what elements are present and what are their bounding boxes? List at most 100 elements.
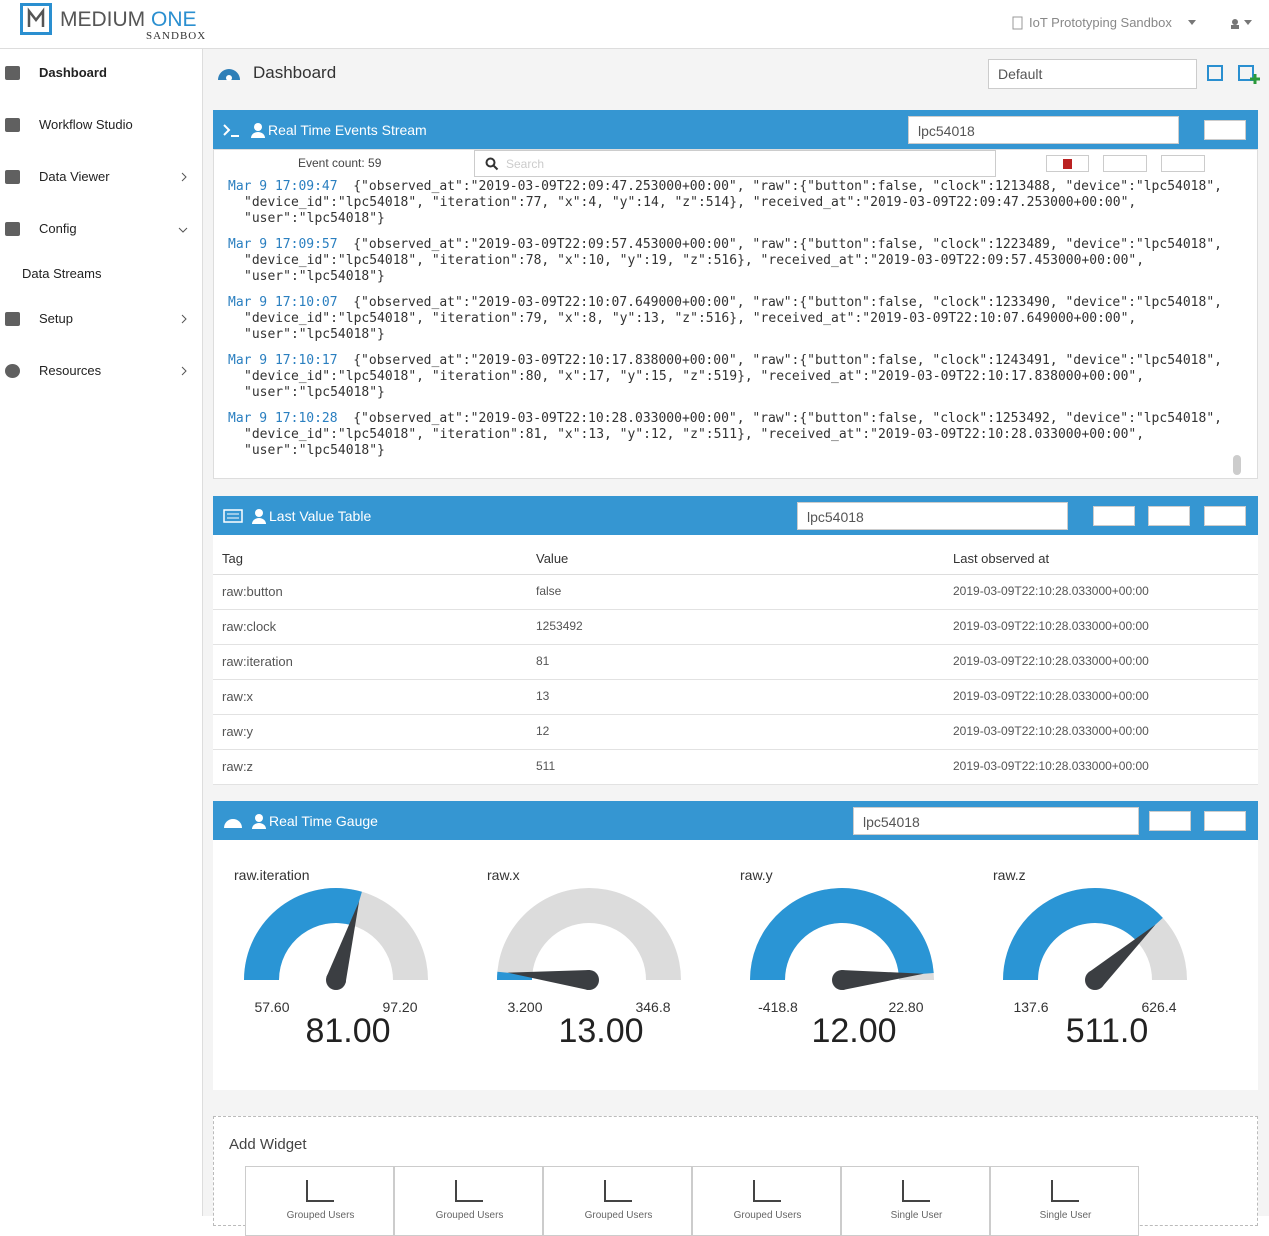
- event-spacer: [338, 295, 354, 310]
- needle-hub: [326, 970, 346, 990]
- widget-option[interactable]: Single User: [990, 1166, 1139, 1236]
- gauge-fill: [244, 888, 362, 980]
- brand-accent: ONE: [151, 8, 197, 31]
- event-time: Mar 9 17:10:28: [228, 411, 338, 426]
- search-placeholder: Search: [506, 157, 545, 171]
- widget-option[interactable]: Grouped Users: [692, 1166, 841, 1236]
- gauge-max: 22.80: [888, 999, 923, 1015]
- event-line: "device_id":"lpc54018", "iteration":80, …: [244, 369, 1145, 384]
- scrollbar[interactable]: [1233, 455, 1241, 475]
- brand-name: MEDIUM: [60, 8, 146, 31]
- event-line: {"observed_at":"2019-03-09T22:10:28.0330…: [353, 411, 1222, 426]
- needle-hub: [832, 970, 852, 990]
- device-select[interactable]: lpc54018: [908, 116, 1179, 144]
- settings-button[interactable]: [1093, 506, 1135, 526]
- nav-item[interactable]: Resources: [39, 363, 102, 378]
- event-time: Mar 9 17:09:47: [228, 179, 338, 194]
- table-cell: 2019-03-09T22:10:28.033000+00:00: [953, 759, 1149, 773]
- event-line: {"observed_at":"2019-03-09T22:10:07.6490…: [353, 295, 1222, 310]
- widget-options: Grouped Users Grouped Users Grouped Users G…: [245, 1166, 1140, 1236]
- save-button[interactable]: [1161, 155, 1205, 172]
- event-line: "user":"lpc54018"}: [244, 443, 385, 458]
- row-rule: [213, 714, 1258, 715]
- sidebar: Dashboard Workflow Studio Data Viewer Confi…: [0, 49, 203, 1216]
- table-cell: raw:y: [222, 724, 254, 739]
- gauge-min: -418.8: [758, 999, 798, 1015]
- search-box[interactable]: Search: [474, 150, 996, 177]
- save-buttons[interactable]: [1206, 64, 1261, 86]
- widget-option[interactable]: Single User: [841, 1166, 990, 1236]
- add-widget-title: Add Widget: [229, 1136, 307, 1153]
- nav-icon: [5, 66, 20, 80]
- gauge-min: 57.60: [254, 999, 289, 1015]
- chevron-path: [181, 172, 187, 182]
- table-cell: 2019-03-09T22:10:28.033000+00:00: [953, 654, 1149, 668]
- close-button[interactable]: [1204, 120, 1246, 140]
- top-bar: MEDIUM ONE SANDBOX IoT Prototyping Sandb…: [0, 0, 1269, 49]
- nav-item[interactable]: Workflow Studio: [39, 117, 133, 132]
- project-selector[interactable]: IoT Prototyping Sandbox: [1029, 15, 1172, 30]
- nav-item[interactable]: Data Viewer: [39, 169, 110, 184]
- clear-button[interactable]: [1103, 155, 1147, 172]
- widget-option[interactable]: Grouped Users: [543, 1166, 692, 1236]
- gauge-min: 137.6: [1013, 999, 1048, 1015]
- gauge-fill: [750, 888, 934, 980]
- option-icon: [753, 1180, 781, 1202]
- save-button[interactable]: [1148, 506, 1190, 526]
- gauge-needle: [326, 901, 360, 983]
- widget-option[interactable]: Grouped Users: [394, 1166, 543, 1236]
- chevron: [181, 366, 187, 376]
- table-cell: 81: [536, 654, 550, 668]
- gauge-track: [497, 888, 681, 980]
- gauge-value: 12.00: [811, 1012, 896, 1050]
- table-cell: 2019-03-09T22:10:28.033000+00:00: [953, 689, 1149, 703]
- event: Mar 9 17:09:47 {"observed_at":"2019-03-0…: [228, 179, 1222, 227]
- settings-button[interactable]: [1149, 811, 1191, 831]
- gauge-value: 511.0: [1066, 1012, 1149, 1050]
- device-select[interactable]: lpc54018: [853, 807, 1139, 835]
- row-rule: [213, 609, 1258, 610]
- widget-icons: [223, 123, 265, 138]
- chevron-path: [181, 314, 187, 324]
- gauge-name: raw.y: [740, 867, 773, 883]
- table-header: Last Value Table lpc54018: [213, 496, 1258, 535]
- brand: MEDIUM ONE: [60, 8, 197, 32]
- gauge-header: Real Time Gauge lpc54018: [213, 801, 1258, 840]
- event-line: "device_id":"lpc54018", "iteration":77, …: [244, 195, 1137, 210]
- close-button[interactable]: [1204, 811, 1246, 831]
- logo-mark: [20, 3, 52, 35]
- pause-button[interactable]: [1046, 155, 1089, 172]
- gauge-needle: [841, 970, 924, 990]
- event: Mar 9 17:10:07 {"observed_at":"2019-03-0…: [228, 295, 1222, 343]
- event-spacer: [338, 353, 354, 368]
- header-rule: [213, 574, 1258, 575]
- device-select[interactable]: lpc54018: [797, 502, 1068, 530]
- nav-item[interactable]: Data Streams: [22, 266, 102, 281]
- widget-option[interactable]: Grouped Users: [245, 1166, 394, 1236]
- table-cell: 2019-03-09T22:10:28.033000+00:00: [953, 619, 1149, 633]
- event-time: Mar 9 17:10:17: [228, 353, 338, 368]
- event-time: Mar 9 17:09:57: [228, 237, 338, 252]
- close-button[interactable]: [1204, 506, 1246, 526]
- column-header: Last observed at: [953, 551, 1050, 566]
- nav-item[interactable]: Dashboard: [39, 65, 107, 80]
- event-time: Mar 9 17:10:07: [228, 295, 338, 310]
- project-icon: [1012, 16, 1023, 30]
- brand-sub: SANDBOX: [146, 30, 207, 42]
- widget-icons: [223, 509, 266, 524]
- nav-icon: [5, 312, 20, 326]
- event-line: {"observed_at":"2019-03-09T22:09:57.4530…: [353, 237, 1222, 252]
- menu-carets[interactable]: [1186, 19, 1256, 29]
- event: Mar 9 17:09:57 {"observed_at":"2019-03-0…: [228, 237, 1222, 285]
- dashboard-icon: [218, 69, 240, 81]
- view-select[interactable]: Default: [988, 59, 1197, 89]
- nav-item[interactable]: Config: [39, 221, 77, 236]
- chevron-path: [181, 366, 187, 376]
- event-count: Event count: 59: [298, 156, 382, 170]
- widget-title: Last Value Table: [269, 508, 372, 524]
- gauge-needle: [507, 970, 590, 990]
- nav-item[interactable]: Setup: [39, 311, 73, 326]
- nav-icon: [5, 170, 20, 184]
- column-header: Value: [536, 551, 569, 566]
